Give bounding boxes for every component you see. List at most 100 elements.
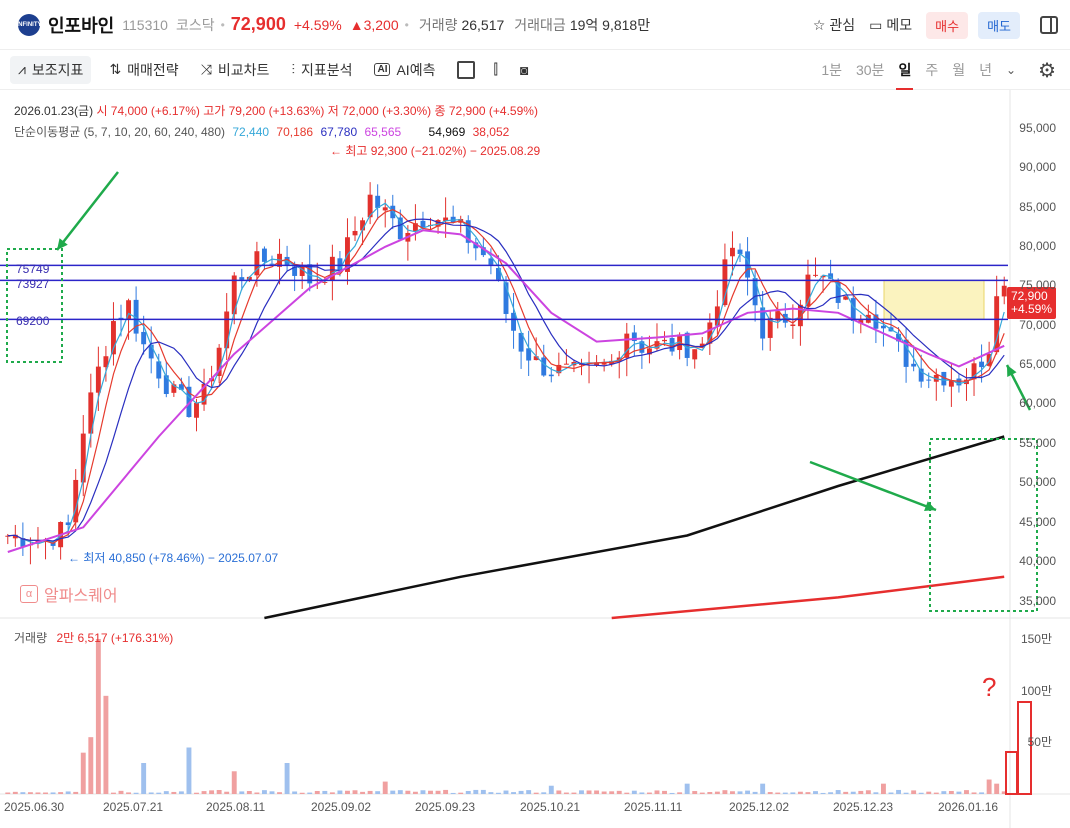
volume-bar <box>292 791 298 794</box>
candle-body <box>790 324 796 326</box>
candle-body <box>994 296 1000 353</box>
volume-bar <box>594 790 600 794</box>
current-price: 72,900 <box>230 14 286 34</box>
candle-body <box>948 380 954 387</box>
ma-line-240 <box>264 435 1005 620</box>
y-tick: 50,000 <box>1019 475 1056 489</box>
volume-bar <box>707 792 713 794</box>
square-draw-icon[interactable] <box>457 60 476 79</box>
candle-body <box>850 298 856 321</box>
candle-body <box>662 339 667 342</box>
green-arrow-1 <box>56 171 119 251</box>
candle-body <box>533 356 539 361</box>
candle-body <box>80 433 86 483</box>
sell-button[interactable]: 매도 <box>978 11 1020 39</box>
volume-bar <box>903 792 909 794</box>
volume-bar <box>880 783 886 794</box>
volume-bar <box>103 695 109 794</box>
chevron-down-icon[interactable]: ⌄ <box>1006 63 1017 77</box>
indicators-button[interactable]: ⩘ 보조지표 <box>10 55 92 84</box>
candle-body <box>239 277 245 280</box>
volume-bar <box>201 791 207 794</box>
candle-body <box>465 220 471 243</box>
candle-body <box>20 538 26 547</box>
compare-button[interactable]: ⤨ 비교차트 <box>197 56 274 84</box>
candle-body <box>903 339 909 367</box>
volume-bar <box>95 639 101 794</box>
ma-5-value: 72,440 <box>232 125 270 139</box>
period-month[interactable]: 월 <box>952 62 966 78</box>
ma-240-value: 54,969 <box>428 125 466 139</box>
side-panel-icon[interactable] <box>1040 16 1058 34</box>
candle-body <box>367 194 373 218</box>
volume-bar <box>669 792 675 794</box>
candle-body <box>896 333 901 342</box>
ai-forecast-label: AI예측 <box>396 61 436 78</box>
candle-body <box>269 263 275 265</box>
strategy-button[interactable]: ⇅ 매매전략 <box>105 56 182 84</box>
buy-button[interactable]: 매수 <box>926 11 969 39</box>
candle-body <box>148 344 154 359</box>
candle-body <box>231 275 237 315</box>
volume-value: 26,517 <box>461 16 505 33</box>
chart-type-button[interactable]: ⫿ <box>489 56 501 84</box>
candle-body <box>73 479 79 523</box>
price-chart[interactable]: ? <box>0 90 1070 828</box>
candle-body <box>337 258 343 270</box>
level-label-1: 75749 <box>16 262 50 276</box>
candle-body <box>118 317 124 320</box>
low-label: ← 최저 40,850 (+78.46%) − 2025.07.07 <box>68 551 279 565</box>
volume-bar <box>722 790 728 794</box>
candle-body <box>12 534 18 539</box>
volume-bar <box>790 792 796 794</box>
trade-value-label: 거래대금 <box>514 16 566 33</box>
candle-body <box>699 343 705 348</box>
price-tag-pct: +4.59% <box>1010 302 1052 316</box>
period-day[interactable]: 일 <box>896 50 914 90</box>
candle-body <box>473 242 479 249</box>
candle-body <box>646 348 652 355</box>
chart-toolbar: ⩘ 보조지표 ⇅ 매매전략 ⤨ 비교차트 ⫶ 지표분석 AI AI예측 ⫿ ◙ <box>0 50 1070 90</box>
separator-dot: • <box>220 17 225 32</box>
candle-body <box>918 368 924 382</box>
volume-bar <box>5 792 11 794</box>
x-tick: 2025.12.23 <box>833 800 894 814</box>
x-tick: 2025.08.11 <box>206 800 266 814</box>
period-week[interactable]: 주 <box>925 62 939 78</box>
volume-y-tick: 50만 <box>1027 735 1052 749</box>
ai-forecast-button[interactable]: AI AI예측 <box>370 56 439 84</box>
period-year[interactable]: 년 <box>979 62 992 78</box>
volume-bar <box>752 791 758 794</box>
candle-body <box>941 371 947 386</box>
memo-button[interactable]: ▭ 메모 <box>869 15 912 35</box>
watch-button[interactable]: ☆ 관심 <box>813 15 855 35</box>
strategy-label: 매매전략 <box>127 61 179 78</box>
info-open: 시 74,000 (+6.17%) <box>96 104 200 118</box>
market-name: 코스닥 <box>175 16 215 33</box>
candle-body <box>767 317 773 338</box>
screenshot-button[interactable]: ◙ <box>516 56 532 84</box>
y-tick: 65,000 <box>1019 357 1056 371</box>
gear-icon[interactable]: ⚙ <box>1038 59 1056 82</box>
candle-body <box>737 249 743 255</box>
candle-body <box>548 374 554 377</box>
volume-bar <box>435 790 441 794</box>
candle-body <box>518 332 524 352</box>
period-1min[interactable]: 1분 <box>821 62 842 78</box>
volume-bar <box>865 790 871 794</box>
index-analysis-button[interactable]: ⫶ 지표분석 <box>287 56 356 84</box>
chart-area[interactable]: ? 2026.01.23(금) 시 74,000 (+6.17%) 고가 79,… <box>0 90 1070 828</box>
candle-body <box>503 282 509 314</box>
candle-body <box>956 378 962 386</box>
memo-icon: ▭ <box>869 16 883 33</box>
volume-bar <box>714 791 720 794</box>
period-30min[interactable]: 30분 <box>855 62 885 78</box>
volume-bar <box>526 790 532 794</box>
camera-icon: ◙ <box>519 61 529 78</box>
red-box-small <box>1005 751 1018 795</box>
info-low: 저 72,000 (+3.30%) <box>327 104 432 118</box>
candle-body <box>329 256 335 281</box>
candle-body <box>261 248 267 262</box>
volume-bar <box>12 791 18 794</box>
candle-body <box>730 247 735 257</box>
